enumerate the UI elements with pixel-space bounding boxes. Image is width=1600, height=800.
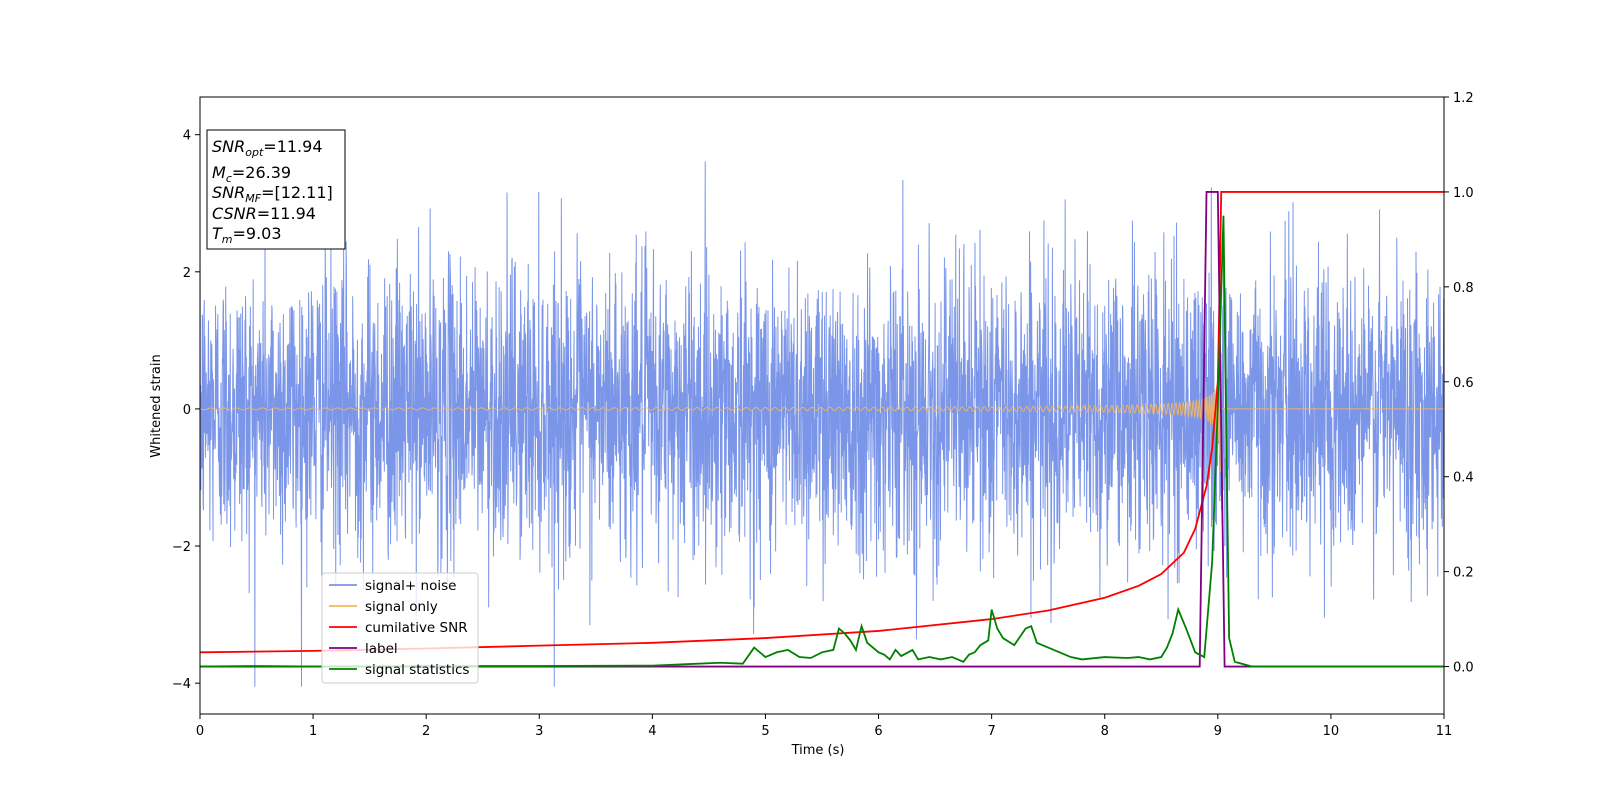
legend-label: signal only [365,599,438,615]
info-box-frame [206,129,346,250]
x-tick-label: 9 [1214,724,1222,739]
x-tick-label: 1 [309,724,317,739]
series-cumulative-snr [200,191,1444,654]
info-box: SNRopt=11.94 Mc=26.39SNRMF=[12.11]CSNR=11… [206,129,346,250]
legend-label: cumilative SNR [365,620,468,636]
series-signal-noise [200,161,1444,687]
y-axis-label: Whitened strain [149,354,164,457]
y2-tick-label: 1.0 [1453,186,1474,201]
y2-tick-label: 0.0 [1453,661,1474,676]
plot-frame [199,96,1445,715]
y2-tick-label: 0.2 [1453,566,1474,581]
info-line: SNRMF=[12.11] [212,183,333,205]
y-tick-label: −2 [172,540,191,555]
y-tick-label: 2 [183,266,191,281]
info-line: CSNR=11.94 [212,204,316,223]
y2-tick-label: 0.8 [1453,281,1474,296]
y2-tick-label: 0.6 [1453,376,1474,391]
y2-tick-label: 1.2 [1453,91,1474,106]
legend-label: label [365,641,398,657]
info-line: SNRopt=11.94 [212,137,323,159]
legend-label: signal statistics [365,662,469,678]
info-line: Mc=26.39 [212,163,291,185]
x-tick-label: 7 [987,724,995,739]
x-tick-label: 3 [535,724,543,739]
x-tick-label: 10 [1323,724,1340,739]
y-tick-label: −4 [172,677,191,692]
legend: signal+ noise signal only cumilative SNR la… [321,572,479,684]
y-tick-label: 0 [183,403,191,418]
x-tick-label: 4 [648,724,656,739]
info-line: Tm=9.03 [212,224,282,246]
legend-label: signal+ noise [365,578,456,594]
x-axis-label: Time (s) [791,743,845,758]
axes: 0 1 2 3 4 5 6 7 8 9 10 11 −4 −2 0 2 4 0.0 0.2 0.4 0.6 0.8 1.0 1… [172,91,1474,739]
series-signal-only [200,349,1444,473]
x-tick-label: 11 [1436,724,1453,739]
legend-box [321,572,479,684]
x-tick-label: 6 [874,724,882,739]
x-tick-label: 8 [1101,724,1109,739]
y-tick-label: 4 [183,129,191,144]
y2-tick-label: 0.4 [1453,471,1474,486]
series-signal-statistics [200,215,1444,668]
x-tick-label: 2 [422,724,430,739]
x-tick-label: 0 [196,724,204,739]
plot-area [200,161,1444,687]
x-tick-label: 5 [761,724,769,739]
